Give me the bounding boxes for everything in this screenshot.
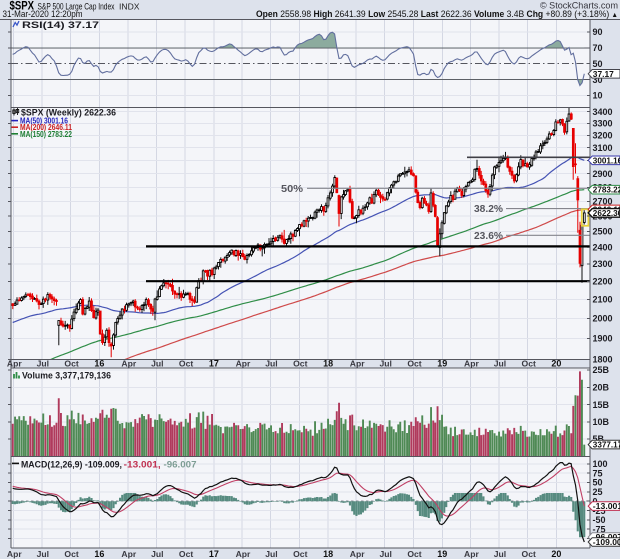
svg-text:-13.001,: -13.001, xyxy=(124,459,161,469)
svg-text:Oct: Oct xyxy=(522,549,536,559)
svg-text:17: 17 xyxy=(209,359,219,369)
svg-text:INDX: INDX xyxy=(119,1,140,11)
svg-text:20: 20 xyxy=(551,549,561,559)
svg-text:23.6%: 23.6% xyxy=(474,231,503,242)
svg-text:Jul: Jul xyxy=(37,549,49,559)
svg-text:Apr: Apr xyxy=(236,549,251,559)
svg-text:MACD(12,26,9) -109.009,: MACD(12,26,9) -109.009, xyxy=(21,459,122,469)
svg-text:3200: 3200 xyxy=(593,131,613,141)
svg-text:Jul: Jul xyxy=(265,359,277,369)
svg-text:17: 17 xyxy=(209,549,219,559)
svg-text:Jul: Jul xyxy=(379,549,391,559)
svg-text:3300: 3300 xyxy=(593,119,613,129)
svg-text:Jul: Jul xyxy=(379,359,391,369)
svg-text:50: 50 xyxy=(593,59,603,69)
svg-text:-96.007: -96.007 xyxy=(164,459,197,469)
svg-text:15B: 15B xyxy=(593,400,610,410)
svg-text:MA(150) 2783.22: MA(150) 2783.22 xyxy=(20,129,72,139)
svg-text:Volume 3,377,179,136: Volume 3,377,179,136 xyxy=(22,371,111,381)
svg-text:2900: 2900 xyxy=(593,169,613,179)
svg-text:18: 18 xyxy=(323,359,333,369)
svg-text:31-Mar-2020 12:20pm: 31-Mar-2020 12:20pm xyxy=(3,9,83,19)
svg-text:S&P 500 Large Cap Index: S&P 500 Large Cap Index xyxy=(38,1,115,12)
svg-text:MA(200) 2646.11: MA(200) 2646.11 xyxy=(20,122,72,132)
svg-text:Jul: Jul xyxy=(37,359,49,369)
svg-text:3377.17: 3377.17 xyxy=(593,441,620,450)
svg-text:2783.22: 2783.22 xyxy=(593,186,620,195)
svg-text:Jul: Jul xyxy=(151,359,163,369)
svg-text:-109.009: -109.009 xyxy=(593,538,620,547)
svg-text:Jul: Jul xyxy=(151,549,163,559)
svg-text:3100: 3100 xyxy=(593,143,613,153)
svg-text:$SPX: $SPX xyxy=(10,0,35,12)
svg-text:Jul: Jul xyxy=(265,549,277,559)
svg-text:10: 10 xyxy=(593,91,603,101)
svg-text:25B: 25B xyxy=(593,365,610,375)
svg-text:-13.001: -13.001 xyxy=(593,502,620,511)
svg-text:Oct: Oct xyxy=(179,359,193,369)
svg-text:Apr: Apr xyxy=(121,549,136,559)
svg-text:5B: 5B xyxy=(593,434,605,444)
svg-text:2100: 2100 xyxy=(593,295,613,305)
svg-text:RSI(14) 37.17: RSI(14) 37.17 xyxy=(22,20,99,30)
svg-text:Jul: Jul xyxy=(494,359,506,369)
svg-text:2000: 2000 xyxy=(593,314,613,324)
svg-text:10B: 10B xyxy=(593,417,610,427)
svg-text:Oct: Oct xyxy=(179,549,193,559)
svg-text:Apr: Apr xyxy=(7,549,22,559)
svg-text:Apr: Apr xyxy=(464,549,479,559)
svg-text:2300: 2300 xyxy=(593,259,613,269)
svg-text:MA(50) 3001.16: MA(50) 3001.16 xyxy=(20,116,68,126)
svg-text:90: 90 xyxy=(593,27,603,37)
svg-text:2500: 2500 xyxy=(593,227,613,237)
svg-text:2622.36: 2622.36 xyxy=(593,209,620,218)
svg-text:100: 100 xyxy=(593,459,608,469)
svg-text:1900: 1900 xyxy=(593,334,613,344)
svg-text:Oct: Oct xyxy=(64,359,78,369)
svg-text:Oct: Oct xyxy=(293,549,307,559)
svg-text:19: 19 xyxy=(437,549,447,559)
svg-text:75: 75 xyxy=(593,468,603,478)
svg-text:Oct: Oct xyxy=(407,549,421,559)
svg-text:Open 2558.98 High 2641.39 Low: Open 2558.98 High 2641.39 Low 2545.28 La… xyxy=(256,9,618,19)
svg-text:Apr: Apr xyxy=(121,359,136,369)
svg-text:Oct: Oct xyxy=(522,359,536,369)
svg-text:30: 30 xyxy=(593,75,603,85)
svg-text:Apr: Apr xyxy=(350,359,365,369)
svg-text:37.17: 37.17 xyxy=(593,70,614,79)
svg-text:Oct: Oct xyxy=(407,359,421,369)
svg-text:Apr: Apr xyxy=(464,359,479,369)
svg-text:20B: 20B xyxy=(593,383,610,393)
svg-text:20: 20 xyxy=(551,359,561,369)
svg-text:$SPX (Weekly) 2622.36: $SPX (Weekly) 2622.36 xyxy=(21,108,116,118)
svg-text:2700: 2700 xyxy=(593,197,613,207)
svg-text:50%: 50% xyxy=(281,184,303,195)
svg-text:18: 18 xyxy=(323,549,333,559)
svg-text:16: 16 xyxy=(94,549,104,559)
svg-text:© StockCharts.com: © StockCharts.com xyxy=(540,1,618,11)
svg-text:Apr: Apr xyxy=(7,359,22,369)
svg-text:70: 70 xyxy=(593,43,603,53)
svg-text:-50: -50 xyxy=(593,515,606,525)
svg-text:1800: 1800 xyxy=(593,355,613,365)
svg-text:3400: 3400 xyxy=(593,107,613,117)
svg-text:-75: -75 xyxy=(593,525,606,535)
svg-text:2400: 2400 xyxy=(593,243,613,253)
svg-text:2200: 2200 xyxy=(593,277,613,287)
svg-text:38.2%: 38.2% xyxy=(474,204,503,215)
svg-text:50: 50 xyxy=(593,478,603,488)
svg-text:Oct: Oct xyxy=(293,359,307,369)
svg-text:25: 25 xyxy=(593,487,603,497)
svg-text:Oct: Oct xyxy=(64,549,78,559)
svg-text:19: 19 xyxy=(437,359,447,369)
svg-text:Apr: Apr xyxy=(350,549,365,559)
svg-text:3001.16: 3001.16 xyxy=(593,156,620,165)
svg-text:16: 16 xyxy=(94,359,104,369)
svg-text:Jul: Jul xyxy=(494,549,506,559)
svg-text:Apr: Apr xyxy=(236,359,251,369)
